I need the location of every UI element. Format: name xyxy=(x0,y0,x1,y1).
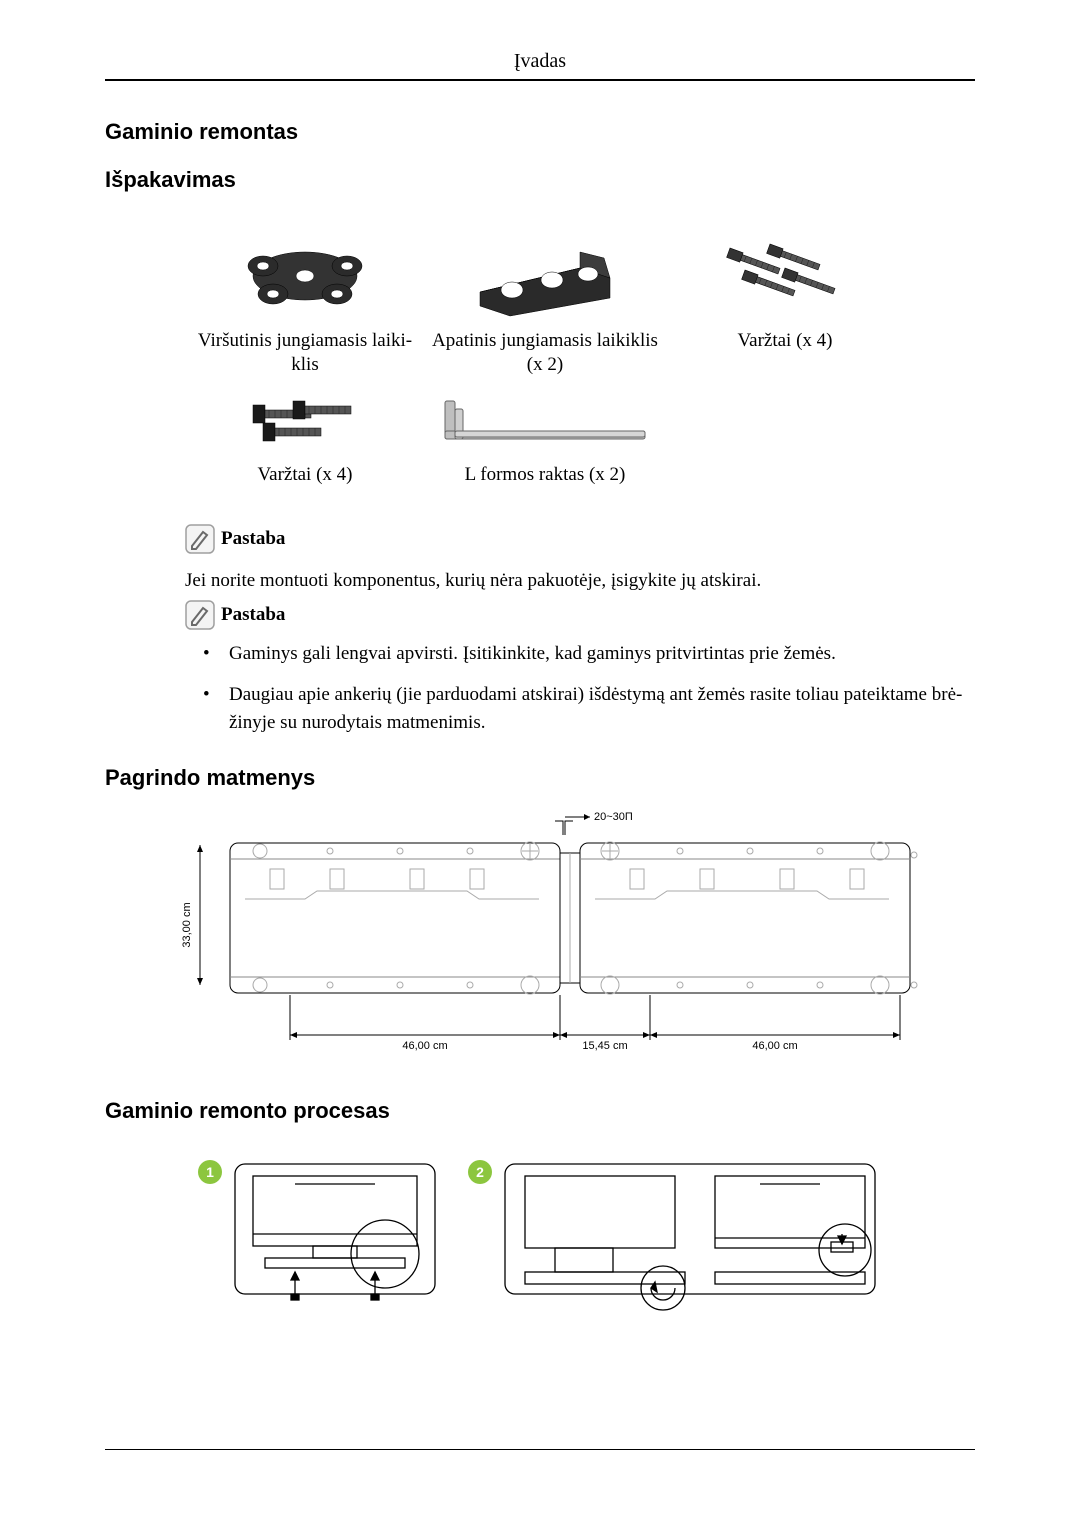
note-block: Pastaba xyxy=(185,524,975,554)
gap-label: 20~30Π xyxy=(594,811,633,823)
w-right-label: 46,00 cm xyxy=(752,1040,797,1052)
header-rule xyxy=(105,79,975,81)
section-base-dims: Pagrindo matmenys xyxy=(105,765,975,791)
part-label: L formos raktas (x 2) xyxy=(425,457,665,487)
note-text-1: Jei norite montuoti komponentus, kurių n… xyxy=(185,568,975,594)
note-label: Pastaba xyxy=(221,604,285,626)
part-lower-bracket: Apatinis jungiamasis laikiklis(x 2) xyxy=(425,223,665,377)
upper-bracket-icon xyxy=(185,223,425,323)
section-repair: Gaminio remontas xyxy=(105,119,975,145)
note-icon xyxy=(185,524,215,554)
part-lkey: L formos raktas (x 2) xyxy=(425,387,665,487)
note-block: Pastaba xyxy=(185,600,975,630)
bullet-item: Gaminys gali lengvai apvirsti. Įsitikink… xyxy=(199,640,975,668)
w-left-label: 46,00 cm xyxy=(402,1040,447,1052)
lkey-icon xyxy=(425,387,665,457)
page-header-title: Įvadas xyxy=(105,50,975,73)
height-label: 33,00 cm xyxy=(181,902,193,947)
base-dimensions-diagram: 20~30Π 33,00 cm xyxy=(105,795,975,1070)
process-diagram: 1 xyxy=(195,1154,975,1339)
w-mid-label: 15,45 cm xyxy=(582,1040,627,1052)
part-label: Apatinis jungiamasis laikiklis(x 2) xyxy=(425,323,665,377)
section-unpack: Išpakavimas xyxy=(105,167,975,193)
empty-cell xyxy=(665,387,905,487)
footer-rule xyxy=(105,1449,975,1450)
part-upper-bracket: Viršutinis jungiamasis laiki-klis xyxy=(185,223,425,377)
note-label: Pastaba xyxy=(221,528,285,550)
part-screws-a: Varžtai (x 4) xyxy=(665,223,905,377)
screws-icon xyxy=(185,387,425,457)
part-screws-b: Varžtai (x 4) xyxy=(185,387,425,487)
step1-badge: 1 xyxy=(206,1164,214,1180)
lower-bracket-icon xyxy=(425,223,665,323)
note-bullets: Gaminys gali lengvai apvirsti. Įsitikink… xyxy=(199,640,975,737)
note-icon xyxy=(185,600,215,630)
part-label: Varžtai (x 4) xyxy=(665,323,905,353)
parts-grid: Viršutinis jungiamasis laiki-klis Apatin… xyxy=(185,223,905,496)
part-label: Viršutinis jungiamasis laiki-klis xyxy=(185,323,425,377)
screws-icon xyxy=(665,223,905,323)
bullet-item: Daugiau apie ankerių (jie parduodami ats… xyxy=(199,681,975,736)
section-repair-process: Gaminio remonto procesas xyxy=(105,1098,975,1124)
step2-badge: 2 xyxy=(476,1164,484,1180)
part-label: Varžtai (x 4) xyxy=(185,457,425,487)
